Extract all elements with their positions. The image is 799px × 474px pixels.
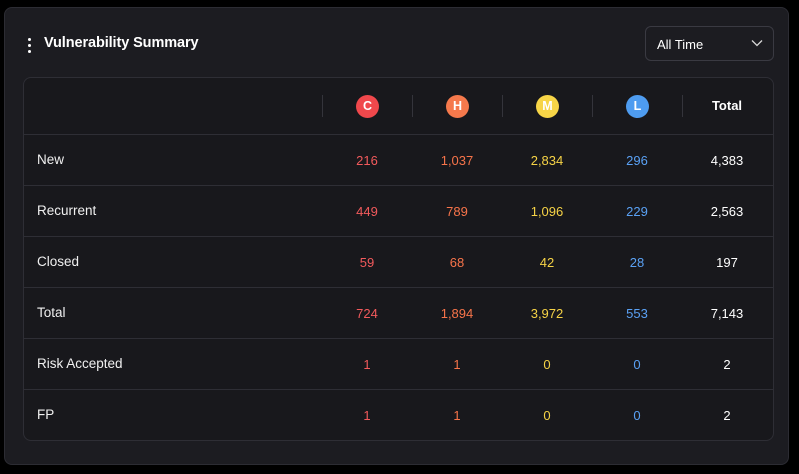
row-label: Risk Accepted <box>37 356 123 371</box>
table-header: C H M L Total <box>24 78 773 135</box>
total-column-header: Total <box>711 98 743 113</box>
high-count-cell: 1 <box>453 357 461 372</box>
medium-count-cell: 3,972 <box>530 306 564 321</box>
high-count-cell: 68 <box>449 255 465 270</box>
critical-count-cell: 59 <box>359 255 375 270</box>
medium-count-cell: 0 <box>543 357 551 372</box>
critical-count-cell: 449 <box>356 204 378 219</box>
critical-count-cell: 724 <box>356 306 378 321</box>
time-filter-value: All Time <box>657 37 704 52</box>
total-count-cell: 2 <box>723 408 731 423</box>
table-row: FP 1 1 0 0 2 <box>24 390 773 440</box>
low-count-cell: 553 <box>626 306 648 321</box>
medium-count-cell: 0 <box>543 408 551 423</box>
medium-count-cell: 1,096 <box>530 204 564 219</box>
row-label: Total <box>37 305 66 320</box>
time-filter-dropdown[interactable]: All Time <box>645 26 774 61</box>
high-count-cell: 1 <box>453 408 461 423</box>
total-count-cell: 4,383 <box>710 153 744 168</box>
medium-count-cell: 42 <box>539 255 555 270</box>
column-separator <box>502 95 503 117</box>
low-severity-badge: L <box>626 95 649 118</box>
table-row: New 216 1,037 2,834 296 4,383 <box>24 135 773 186</box>
high-severity-badge: H <box>446 95 469 118</box>
total-count-cell: 197 <box>716 255 738 270</box>
critical-severity-badge: C <box>356 95 379 118</box>
low-count-cell: 296 <box>626 153 648 168</box>
medium-severity-badge: M <box>536 95 559 118</box>
low-count-cell: 0 <box>633 357 641 372</box>
row-label: Recurrent <box>37 203 97 218</box>
vertical-dots-icon[interactable] <box>27 38 33 54</box>
total-count-cell: 7,143 <box>710 306 744 321</box>
column-separator <box>322 95 323 117</box>
table-row: Total 724 1,894 3,972 553 7,143 <box>24 288 773 339</box>
table-row: Risk Accepted 1 1 0 0 2 <box>24 339 773 390</box>
card-header: Vulnerability Summary All Time <box>5 8 788 78</box>
total-count-cell: 2,563 <box>710 204 744 219</box>
critical-count-cell: 1 <box>363 357 371 372</box>
high-count-cell: 1,894 <box>440 306 474 321</box>
critical-count-cell: 216 <box>356 153 378 168</box>
medium-count-cell: 2,834 <box>530 153 564 168</box>
table-row: Recurrent 449 789 1,096 229 2,563 <box>24 186 773 237</box>
low-count-cell: 229 <box>626 204 648 219</box>
table-row: Closed 59 68 42 28 197 <box>24 237 773 288</box>
card-title: Vulnerability Summary <box>44 35 199 51</box>
low-count-cell: 28 <box>629 255 645 270</box>
row-label: FP <box>37 407 55 422</box>
row-label: Closed <box>37 254 80 269</box>
row-label: New <box>37 152 65 167</box>
high-count-cell: 1,037 <box>440 153 474 168</box>
summary-table: C H M L Total New 216 1,037 2,834 296 4,383 Re… <box>23 77 774 441</box>
critical-count-cell: 1 <box>363 408 371 423</box>
low-count-cell: 0 <box>633 408 641 423</box>
column-separator <box>592 95 593 117</box>
chevron-down-icon <box>751 40 763 47</box>
vulnerability-summary-card: Vulnerability Summary All Time C H M L T… <box>4 7 789 465</box>
column-separator <box>412 95 413 117</box>
column-separator <box>682 95 683 117</box>
high-count-cell: 789 <box>446 204 468 219</box>
total-count-cell: 2 <box>723 357 731 372</box>
